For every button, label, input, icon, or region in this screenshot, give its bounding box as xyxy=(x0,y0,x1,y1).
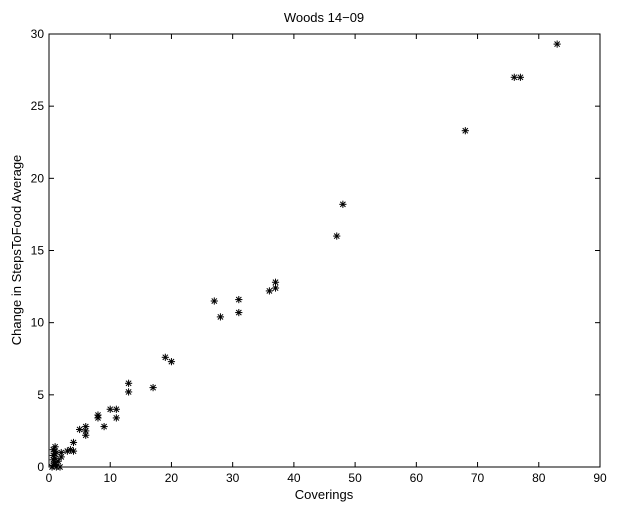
data-point xyxy=(265,287,273,295)
data-point xyxy=(57,453,65,461)
x-tick-label: 30 xyxy=(226,471,240,485)
x-axis-label: Coverings xyxy=(295,487,354,502)
data-point xyxy=(510,73,518,81)
data-point xyxy=(216,313,225,321)
data-point xyxy=(167,358,176,366)
data-point xyxy=(94,414,102,422)
y-tick-label: 25 xyxy=(31,99,45,113)
y-tick-label: 20 xyxy=(31,171,45,185)
data-point xyxy=(210,297,218,305)
x-tick-label: 90 xyxy=(593,471,607,485)
data-point xyxy=(112,405,120,413)
data-point xyxy=(82,431,90,439)
data-point xyxy=(100,422,108,431)
data-point xyxy=(49,456,57,464)
data-point xyxy=(69,447,78,455)
y-axis-label: Change in StepsToFood Average xyxy=(9,155,24,346)
x-tick-label: 40 xyxy=(287,471,301,485)
plot-area xyxy=(48,33,601,468)
y-tick-label: 10 xyxy=(31,316,45,330)
x-tick-label: 20 xyxy=(165,471,179,485)
x-tick-label: 80 xyxy=(532,471,546,485)
x-tick-label: 70 xyxy=(471,471,485,485)
data-point xyxy=(161,353,169,361)
y-axis: 0 5 10 15 20 25 30 xyxy=(31,27,600,474)
data-point xyxy=(63,447,71,455)
y-tick-label: 15 xyxy=(31,244,45,258)
data-point xyxy=(124,379,133,387)
data-point xyxy=(235,308,243,317)
data-point xyxy=(553,40,561,48)
data-point xyxy=(339,200,347,208)
data-point xyxy=(82,427,90,435)
x-tick-label: 0 xyxy=(46,471,53,485)
data-point xyxy=(48,463,56,471)
data-point xyxy=(49,446,57,454)
data-point xyxy=(56,463,64,471)
chart-title: Woods 14−09 xyxy=(284,10,364,25)
data-point xyxy=(76,425,84,434)
data-point xyxy=(149,384,157,392)
data-point xyxy=(124,388,133,396)
y-tick-label: 5 xyxy=(37,388,44,402)
x-tick-label: 50 xyxy=(348,471,362,485)
data-point xyxy=(112,414,120,422)
y-tick-label: 0 xyxy=(37,460,44,474)
data-point xyxy=(106,405,114,413)
data-point xyxy=(271,284,280,292)
x-axis: 0 10 20 30 40 50 60 70 80 90 xyxy=(46,34,607,485)
data-point xyxy=(333,232,341,240)
data-point xyxy=(69,438,78,447)
x-tick-label: 60 xyxy=(410,471,424,485)
data-point xyxy=(461,127,469,135)
y-tick-label: 30 xyxy=(31,27,45,41)
data-point xyxy=(516,73,525,81)
x-tick-label: 10 xyxy=(104,471,118,485)
data-point xyxy=(235,295,243,304)
data-points xyxy=(48,40,561,471)
